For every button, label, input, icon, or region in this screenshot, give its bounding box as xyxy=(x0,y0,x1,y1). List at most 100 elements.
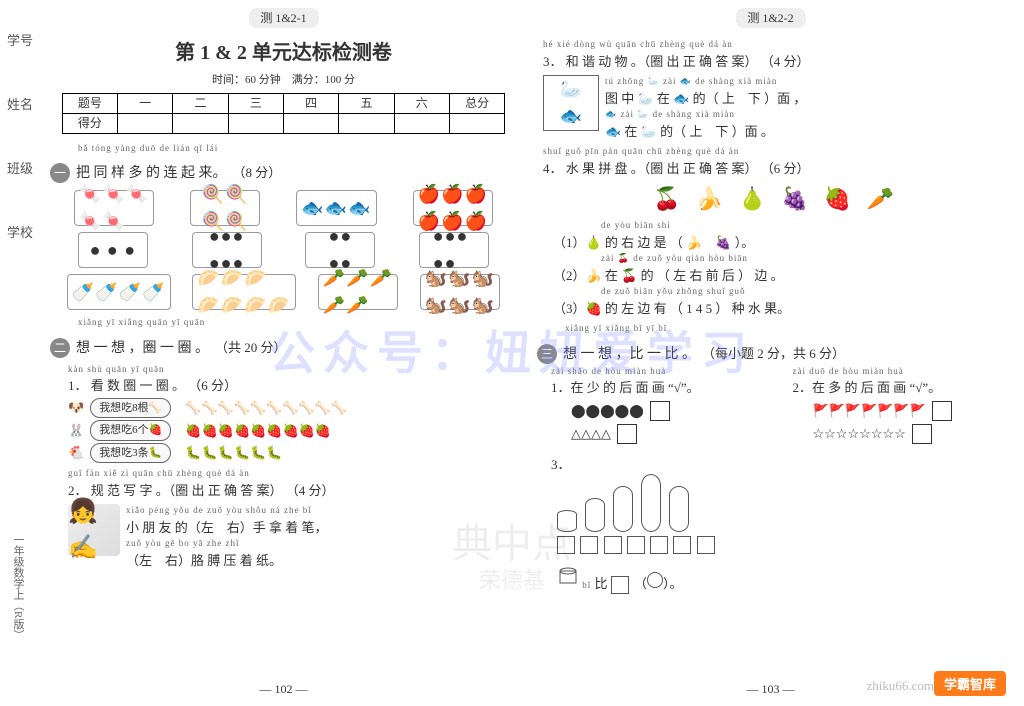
exam-title: 第 1 & 2 单元达标检测卷 xyxy=(50,38,517,68)
cube-small-icon xyxy=(611,576,629,594)
sec3-q3-label: 3． xyxy=(551,457,571,472)
pinyin: 🐟 zài 🦢 de shàng xià miàn xyxy=(605,108,806,122)
cube-icon xyxy=(697,536,715,554)
check-box xyxy=(932,401,952,421)
sub-number: 4． xyxy=(543,161,563,176)
score-table: 题号 一 二 三 四 五 六 总分 得分 xyxy=(62,93,506,134)
cube-icon xyxy=(604,536,622,554)
match-item: 🍭🍭🍭🍭 xyxy=(190,190,260,226)
cylinders-row xyxy=(557,474,1004,532)
score-header: 五 xyxy=(339,93,394,113)
sec2-q2: guī fàn xiě zì quān chū zhèng què dá àn … xyxy=(68,467,517,570)
score-header: 六 xyxy=(394,93,449,113)
cube-icon xyxy=(557,536,575,554)
worms-row: 🐛🐛🐛🐛🐛🐛 xyxy=(185,443,282,463)
berries-row: 🍓🍓🍓🍓🍓🍓🍓🍓🍓 xyxy=(185,421,331,441)
match-row-3: 🍼🍼🍼🍼 🥟🥟🥟🥟🥟🥟🥟 🥕🥕🥕🥕🥕 🐿️🐿️🐿️🐿️🐿️🐿️ xyxy=(56,274,511,310)
score-header: 四 xyxy=(283,93,338,113)
page-tag: 测 1&2-2 xyxy=(735,8,805,28)
pinyin: bǐ xyxy=(582,580,591,590)
pinyin: de zuǒ biān yǒu zhǒng shuǐ guǒ xyxy=(601,285,1004,299)
section-number-icon: 一 xyxy=(50,163,70,183)
match-item: 🥟🥟🥟🥟🥟🥟🥟 xyxy=(192,274,296,310)
cubes-row xyxy=(557,536,1004,560)
score-header: 一 xyxy=(118,93,173,113)
section-2: xiǎng yī xiǎng quān yī quān 二 想 一 想 ，圈 一… xyxy=(50,316,517,570)
cylinder-icon xyxy=(641,474,661,532)
cube-icon xyxy=(650,536,668,554)
fruit-icon: 🍇 xyxy=(781,186,808,211)
footer-url: zhiku66.com xyxy=(866,678,934,694)
bones-row: 🦴🦴🦴🦴🦴🦴🦴🦴🦴🦴 xyxy=(185,398,347,418)
fruit-icon: 🍒 xyxy=(653,186,680,211)
pinyin: zài shǎo de hòu miàn huà xyxy=(551,365,763,379)
sub-score: （4 分） xyxy=(761,54,810,69)
triangles-icon: △△△△ xyxy=(571,424,611,444)
stars-icon: ☆☆☆☆☆☆☆☆ xyxy=(813,424,906,444)
page-wrapper: 学号 姓名 班级 学校 一年级数学上（R版） 测 1&2-1 第 1 & 2 单… xyxy=(0,0,1024,706)
section-number-icon: 二 xyxy=(50,338,70,358)
flags-icon: 🚩🚩🚩🚩🚩🚩🚩 xyxy=(813,401,926,421)
sub-number: 3． xyxy=(543,54,563,69)
sub-score: （4 分） xyxy=(286,483,335,498)
sub-number: 2． xyxy=(68,483,88,498)
page-number: — 102 — xyxy=(50,680,517,698)
q4-s2: （2）🍌 在 🍒 的 （ 左 右 前 后 ） 边 。 xyxy=(553,266,1004,286)
score-header: 三 xyxy=(228,93,283,113)
speech-bubble: 我想吃8根🦴 xyxy=(90,398,171,419)
animal-icon: 🐔 xyxy=(68,443,84,463)
fruit-icon: 🥕 xyxy=(866,186,893,211)
cylinder-small-icon xyxy=(557,566,579,588)
match-row-2: ● ● ● ●●●●●● ●●●● ●●●●● xyxy=(56,232,511,268)
match-item: 🐿️🐿️🐿️🐿️🐿️🐿️ xyxy=(420,274,500,310)
footer-badge: 学霸智库 xyxy=(934,671,1006,696)
sub-number: 1． xyxy=(68,378,88,393)
q3-line2: 🐟 在 🦢 的（ 上 下 ）面 。 xyxy=(605,124,774,139)
score-row-label: 得分 xyxy=(62,113,117,133)
match-item: 🍎🍎🍎🍎🍎🍎 xyxy=(413,190,493,226)
section-text: 想 一 想 ，圈 一 圈 。 xyxy=(76,338,209,359)
cylinder-icon xyxy=(669,486,689,532)
sec3-q1-text: 1．在 少 的 后 面 画 “√”。 xyxy=(551,378,763,398)
fruit-icon: 🍌 xyxy=(696,186,723,211)
side-tab: 学号 xyxy=(7,30,33,49)
side-tab: 学校 xyxy=(7,222,33,241)
sec3-q2: zài duō de hòu miàn huà 2．在 多 的 后 面 画 “√… xyxy=(793,365,1005,447)
section-number-icon: 三 xyxy=(537,344,557,364)
blank-circle-icon xyxy=(647,572,663,588)
sub-score: （6 分） xyxy=(188,378,237,393)
pinyin: zuǒ yòu gē bo yā zhe zhǐ xyxy=(118,537,517,551)
cylinder-icon xyxy=(613,486,633,532)
score-header: 二 xyxy=(173,93,228,113)
cylinder-icon xyxy=(585,498,605,532)
sub-text: 看 数 圈 一 圈 。 xyxy=(91,378,185,393)
pinyin: tú zhōng 🦢 zài 🐟 de shàng xià miàn xyxy=(605,75,806,89)
cylinder-icon xyxy=(557,510,577,532)
sec3-q3: 3． xyxy=(537,455,1004,594)
q4-s3: （3）🍓 的 左 边 有 （ 1 4 5 ） 种 水 果。 xyxy=(553,299,1004,319)
match-item: ●●●●● xyxy=(419,232,489,268)
q2-line2: （左 右）胳 膊 压 着 纸。 xyxy=(126,553,282,568)
pages: 测 1&2-1 第 1 & 2 单元达标检测卷 时间：60 分钟 满分：100 … xyxy=(40,0,1024,706)
side-book-label: 一年级数学上（R版） xyxy=(8,530,28,644)
section-score: （共 20 分） xyxy=(215,338,287,358)
sec2-q1: kàn shù quān yī quān 1． 看 数 圈 一 圈 。 （6 分… xyxy=(68,363,517,464)
q2-line1: 小 朋 友 的（左 右）手 拿 着 笔， xyxy=(126,520,328,535)
side-tab: 班级 xyxy=(7,158,33,177)
score-header: 总分 xyxy=(449,93,504,113)
match-item: ● ● ● xyxy=(78,232,148,268)
sec3-q1: zài shǎo de hòu miàn huà 1．在 少 的 后 面 画 “… xyxy=(551,365,763,447)
pinyin: zài duō de hòu miàn huà xyxy=(793,365,1005,379)
match-item: 🥕🥕🥕🥕🥕 xyxy=(318,274,398,310)
check-box xyxy=(912,424,932,444)
side-tab: 姓名 xyxy=(7,94,33,113)
cube-icon xyxy=(627,536,645,554)
q4-s1: （1）🍐 的 右 边 是 （ 🍌 🍇 ）。 xyxy=(553,233,1004,253)
pinyin: shuǐ guǒ pīn pán quān chū zhèng què dá à… xyxy=(543,145,1004,159)
check-box xyxy=(650,401,670,421)
match-item: ●●●●●● xyxy=(192,232,262,268)
match-row-1: 🍬🍬🍬🍬🍬 🍭🍭🍭🍭 🐟🐟🐟 🍎🍎🍎🍎🍎🍎 xyxy=(56,190,511,226)
match-item: 🍼🍼🍼🍼 xyxy=(67,274,171,310)
sub-text: 水 果 拼 盘 。（圈 出 正 确 答 案） xyxy=(566,161,758,176)
dots-icon: ⬤⬤⬤⬤⬤ xyxy=(571,401,644,421)
